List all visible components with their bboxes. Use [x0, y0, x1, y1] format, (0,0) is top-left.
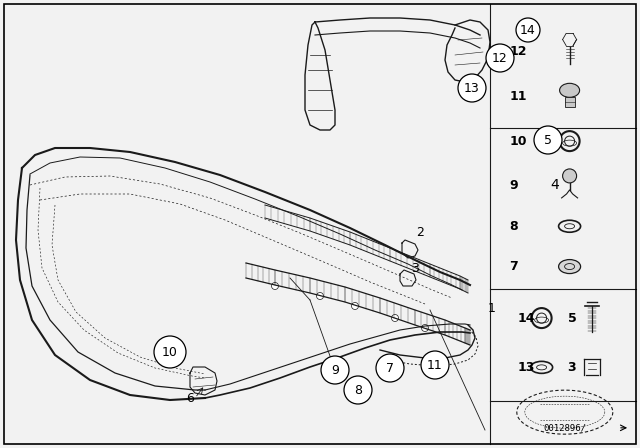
Text: 2: 2 — [416, 225, 424, 238]
Circle shape — [392, 314, 399, 322]
Circle shape — [516, 18, 540, 42]
Circle shape — [376, 354, 404, 382]
Text: 12: 12 — [509, 45, 527, 58]
Text: 11: 11 — [509, 90, 527, 103]
Circle shape — [351, 302, 358, 310]
Text: 8: 8 — [509, 220, 518, 233]
Text: 4: 4 — [550, 178, 559, 192]
Circle shape — [344, 376, 372, 404]
Text: 12: 12 — [492, 52, 508, 65]
Text: 14: 14 — [518, 311, 535, 325]
Circle shape — [458, 74, 486, 102]
Circle shape — [486, 44, 514, 72]
Text: 10: 10 — [162, 345, 178, 358]
Circle shape — [321, 356, 349, 384]
Circle shape — [271, 283, 278, 289]
Text: 5: 5 — [544, 134, 552, 146]
Text: 6: 6 — [186, 392, 194, 405]
Text: 3: 3 — [411, 262, 419, 275]
Ellipse shape — [559, 83, 580, 97]
Text: 14: 14 — [520, 23, 536, 36]
Circle shape — [534, 126, 562, 154]
Circle shape — [317, 293, 323, 300]
Circle shape — [422, 324, 429, 332]
Circle shape — [421, 351, 449, 379]
Text: 1: 1 — [488, 302, 496, 314]
Bar — [564, 97, 575, 108]
Text: 9: 9 — [331, 363, 339, 376]
Text: 8: 8 — [354, 383, 362, 396]
Text: 5: 5 — [568, 311, 577, 325]
Text: 13: 13 — [464, 82, 480, 95]
Text: 13: 13 — [518, 361, 535, 374]
Circle shape — [563, 169, 577, 183]
Ellipse shape — [559, 259, 580, 274]
Text: 3: 3 — [568, 361, 576, 374]
Text: 7: 7 — [386, 362, 394, 375]
Text: 11: 11 — [427, 358, 443, 371]
Text: 7: 7 — [509, 260, 518, 273]
Circle shape — [154, 336, 186, 368]
Text: 9: 9 — [509, 179, 518, 193]
Text: 0012896/: 0012896/ — [543, 423, 586, 432]
Text: 10: 10 — [509, 134, 527, 148]
